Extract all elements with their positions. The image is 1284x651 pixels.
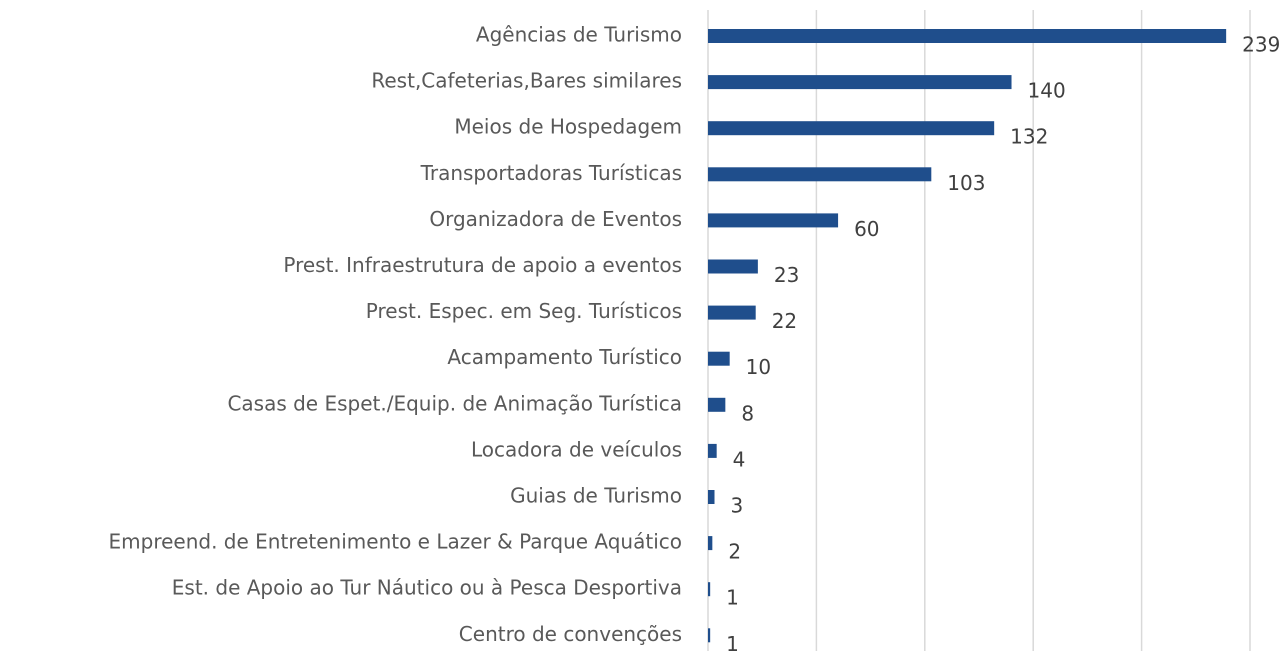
value-label: 132 [1010, 125, 1048, 149]
value-label: 4 [733, 447, 746, 471]
value-label: 3 [731, 494, 744, 518]
value-label: 103 [947, 171, 985, 195]
category-label: Rest,Cafeterias,Bares similares [371, 69, 682, 93]
bar [708, 443, 717, 458]
bar [708, 490, 715, 504]
bar [708, 259, 758, 274]
value-label: 1 [726, 632, 739, 651]
value-label: 239 [1242, 33, 1280, 57]
category-label: Guias de Turismo [510, 484, 682, 508]
category-label: Prest. Infraestrutura de apoio a eventos [283, 253, 682, 277]
bar [708, 582, 711, 597]
category-label: Casas de Espet./Equip. de Animação Turís… [227, 391, 682, 415]
category-label: Centro de convenções [459, 622, 682, 646]
value-label: 22 [772, 309, 797, 333]
category-label: Organizadora de Eventos [429, 207, 682, 231]
category-label: Transportadoras Turísticas [420, 161, 682, 185]
bar [708, 167, 932, 182]
bar [708, 29, 1227, 43]
category-label: Prest. Espec. em Seg. Turísticos [366, 299, 682, 323]
category-label: Acampamento Turístico [447, 345, 682, 369]
bar [708, 121, 995, 136]
value-label: 140 [1028, 79, 1066, 103]
category-label: Est. de Apoio ao Tur Náutico ou à Pesca … [172, 576, 682, 600]
value-label: 23 [774, 263, 799, 287]
bar [708, 305, 756, 320]
category-label: Empreend. de Entretenimento e Lazer & Pa… [109, 530, 682, 554]
value-label: 2 [728, 540, 741, 564]
bar [708, 213, 839, 228]
bar [708, 536, 713, 551]
value-label: 60 [854, 217, 879, 241]
bar [708, 397, 726, 412]
bar [708, 75, 1012, 90]
value-label: 8 [741, 401, 754, 425]
category-label: Locadora de veículos [471, 437, 682, 461]
value-label: 1 [726, 586, 739, 610]
bar [708, 628, 711, 643]
value-label: 10 [746, 355, 771, 379]
category-label: Meios de Hospedagem [454, 115, 682, 139]
category-label: Agências de Turismo [476, 23, 682, 47]
bar [708, 351, 730, 366]
